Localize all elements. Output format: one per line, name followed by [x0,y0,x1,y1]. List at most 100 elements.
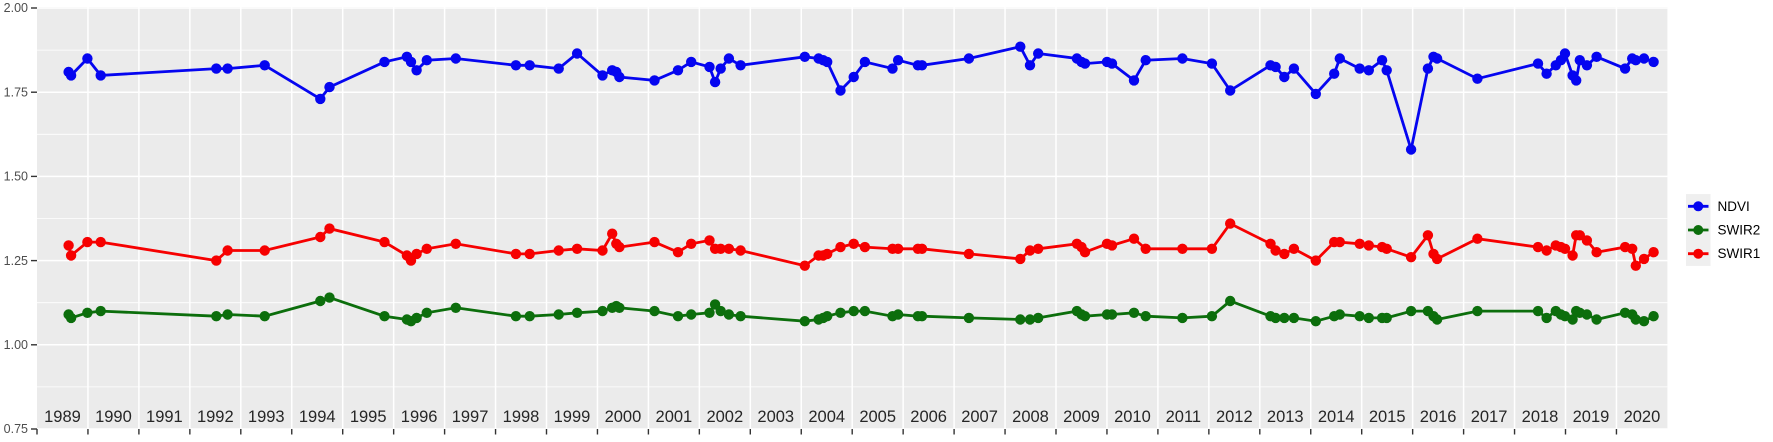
data-point[interactable] [95,305,106,317]
data-point[interactable] [848,238,859,249]
data-point[interactable] [553,245,564,256]
data-point[interactable] [1033,312,1044,324]
data-point[interactable] [799,51,810,62]
data-point[interactable] [1581,309,1593,320]
data-point[interactable] [597,305,608,317]
data-point[interactable] [450,302,461,313]
data-point[interactable] [1405,305,1417,317]
data-point[interactable] [1310,88,1322,100]
data-point[interactable] [1354,63,1365,74]
data-point[interactable] [835,307,846,318]
data-point[interactable] [524,60,535,71]
data-point[interactable] [1648,56,1659,68]
data-point[interactable] [1630,55,1642,66]
data-point[interactable] [1381,312,1392,324]
data-point[interactable] [524,311,535,322]
data-point[interactable] [887,63,898,74]
data-point[interactable] [1225,295,1236,307]
data-point[interactable] [1310,255,1322,266]
data-point[interactable] [1431,314,1443,325]
data-point[interactable] [649,75,660,86]
data-point[interactable] [1581,235,1593,246]
data-point[interactable] [524,248,535,260]
data-point[interactable] [63,240,74,251]
data-point[interactable] [571,307,583,318]
data-point[interactable] [735,60,746,71]
data-point[interactable] [709,76,721,88]
data-point[interactable] [723,53,735,64]
data-point[interactable] [1381,65,1392,76]
data-point[interactable] [892,55,904,66]
data-point[interactable] [963,53,975,64]
data-point[interactable] [1206,58,1218,69]
data-point[interactable] [259,245,270,256]
data-point[interactable] [1288,63,1300,74]
data-point[interactable] [892,243,904,254]
data-point[interactable] [1079,311,1091,322]
data-point[interactable] [822,248,833,260]
data-point[interactable] [1140,55,1151,66]
data-point[interactable] [1270,312,1281,324]
data-point[interactable] [1206,243,1218,254]
data-point[interactable] [963,248,975,260]
data-point[interactable] [1541,245,1552,256]
data-point[interactable] [1079,58,1091,69]
data-point[interactable] [571,48,583,59]
data-point[interactable] [211,63,222,74]
data-point[interactable] [379,56,390,68]
data-point[interactable] [1106,309,1118,320]
data-point[interactable] [916,311,928,322]
data-point[interactable] [892,309,904,320]
data-point[interactable] [614,71,625,83]
data-point[interactable] [1472,305,1483,317]
data-point[interactable] [222,245,233,256]
data-point[interactable] [822,56,833,68]
data-point[interactable] [1581,60,1593,71]
data-point[interactable] [1422,230,1434,241]
data-point[interactable] [1571,75,1582,86]
data-point[interactable] [1532,241,1544,253]
data-point[interactable] [649,305,660,317]
data-point[interactable] [1033,243,1044,254]
data-point[interactable] [614,302,625,313]
data-point[interactable] [379,311,390,322]
data-point[interactable] [1024,60,1036,71]
data-point[interactable] [211,255,222,266]
data-point[interactable] [1532,305,1544,317]
data-point[interactable] [1431,253,1443,265]
data-point[interactable] [1541,68,1552,79]
data-point[interactable] [723,243,735,254]
data-point[interactable] [553,63,564,74]
data-point[interactable] [835,85,846,96]
data-point[interactable] [95,70,106,81]
data-point[interactable] [1334,309,1346,320]
data-point[interactable] [1376,55,1388,66]
data-point[interactable] [704,61,715,73]
data-point[interactable] [1024,245,1036,256]
data-point[interactable] [315,231,326,243]
data-point[interactable] [65,312,77,324]
data-point[interactable] [704,235,715,246]
data-point[interactable] [65,70,77,81]
data-point[interactable] [715,305,726,317]
data-point[interactable] [1591,51,1602,62]
data-point[interactable] [259,60,270,71]
data-point[interactable] [1363,240,1375,251]
data-point[interactable] [1472,233,1483,244]
data-point[interactable] [799,260,810,271]
data-point[interactable] [222,63,233,74]
data-point[interactable] [1472,73,1483,84]
data-point[interactable] [1310,316,1322,327]
data-point[interactable] [715,243,726,254]
data-point[interactable] [82,53,93,64]
data-point[interactable] [1630,314,1642,325]
legend-item-swir2[interactable]: SWIR2 [1686,217,1760,243]
data-point[interactable] [1405,252,1417,263]
data-point[interactable] [1106,240,1118,251]
data-point[interactable] [324,292,335,303]
data-point[interactable] [1015,253,1026,265]
data-point[interactable] [799,316,810,327]
data-point[interactable] [1559,243,1571,254]
data-point[interactable] [510,311,522,322]
data-point[interactable] [1128,75,1140,86]
